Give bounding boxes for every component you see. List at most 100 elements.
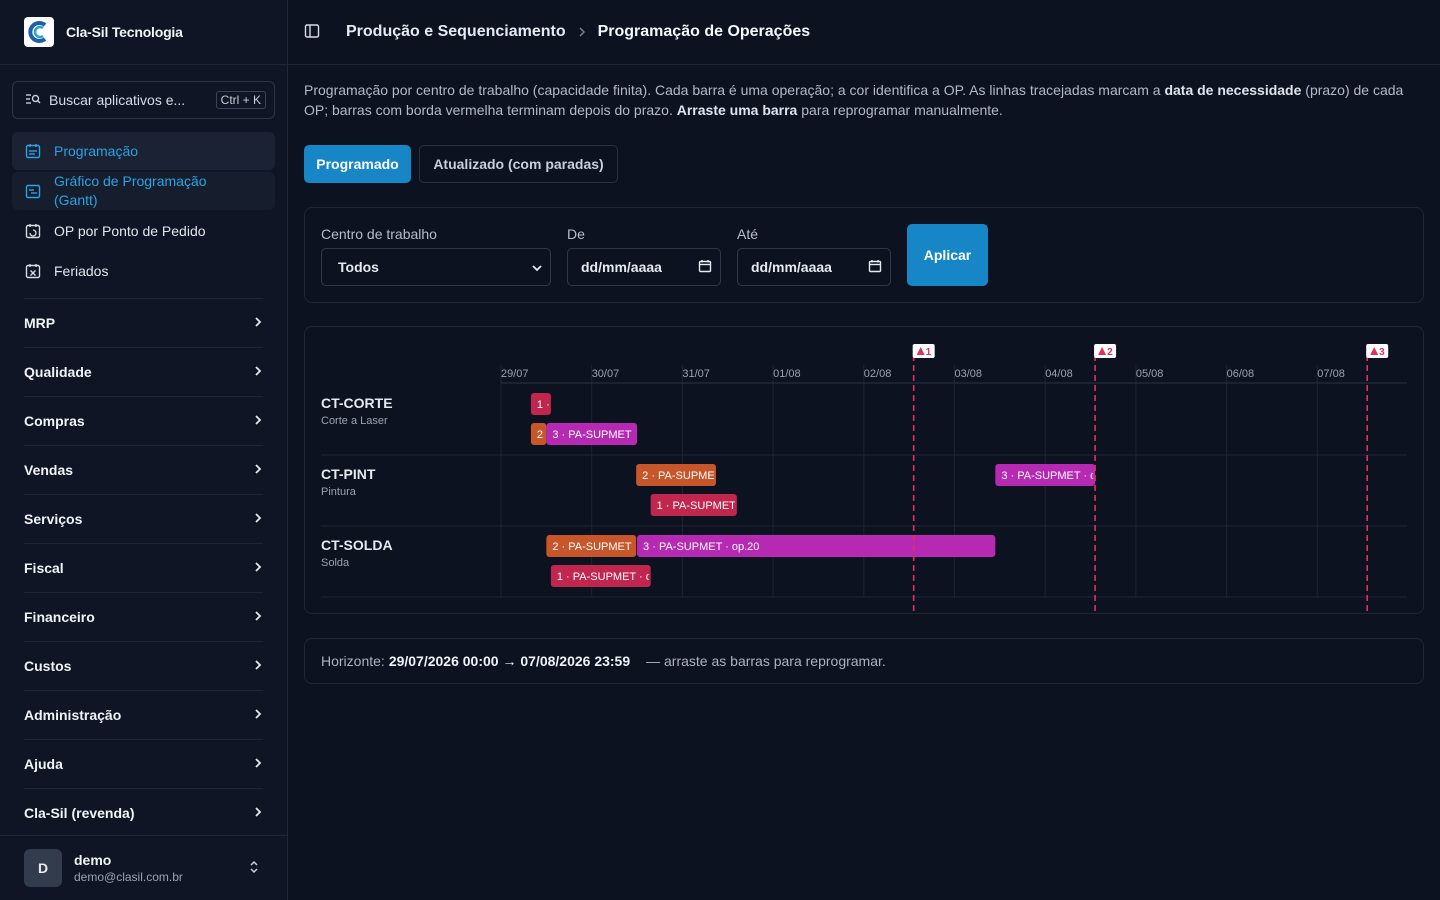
search-shortcut: Ctrl + K [215,91,266,109]
gantt-chart: CT-CORTE Corte a Laser CT-PINT Pintura C… [304,326,1424,614]
horizon-range: 29/07/2026 00:00 → 07/08/2026 23:59 [388,653,631,669]
page-description: Programação por centro de trabalho (capa… [304,80,1424,120]
brand[interactable]: Cla-Sil Tecnologia [0,0,287,65]
work-center-select[interactable]: Todos [321,248,551,286]
nav-item-label: Feriados [54,263,109,279]
nav-item-op-ponto-pedido[interactable]: OP por Ponto de Pedido [12,212,275,250]
calendar-icon[interactable] [868,259,882,276]
warning-triangle-icon [1098,347,1107,355]
section-fiscal[interactable]: Fiscal [24,543,263,591]
calendar-icon[interactable] [698,259,712,276]
section-ajuda[interactable]: Ajuda [24,739,263,787]
nav-item-label: OP por Ponto de Pedido [54,223,206,239]
breadcrumb-parent[interactable]: Produção e Sequenciamento [346,23,566,40]
date-tick-label: 04/08 [1045,368,1073,380]
section-label: Financeiro [24,608,95,625]
section-label: Ajuda [24,755,63,772]
section-label: Qualidade [24,363,92,380]
nav-item-gantt[interactable]: Gráfico de Programação (Gantt) [12,172,275,210]
calendar-list-icon [24,142,42,160]
breadcrumb: Produção e Sequenciamento Programação de… [320,23,810,41]
horizon-suffix: — arraste as barras para reprogramar. [646,653,886,669]
breadcrumb-current: Programação de Operações [597,23,811,40]
gantt-canvas: 29/07 30/07 31/07 01/08 02/08 03/08 04/08 05/08… [321,344,1407,611]
description-text: para reprogramar manualmente. [797,102,1003,118]
warning-triangle-icon [916,347,925,355]
operation-bar[interactable] [530,423,547,445]
operation-bar[interactable] [546,423,638,445]
deadline-marker [1366,344,1389,358]
from-date-label: De [567,226,585,242]
sidebar: Cla-Sil Tecnologia Buscar aplicativos e.… [0,0,288,900]
section-compras[interactable]: Compras [24,396,263,444]
search-input[interactable]: Buscar aplicativos e... Ctrl + K [12,81,275,119]
date-tick-label: 01/08 [773,368,801,380]
nav-item-label: Programação [54,143,139,159]
date-tick-label: 03/08 [955,368,983,380]
section-label: Vendas [24,461,74,478]
user-menu[interactable]: D demo demo@clasil.com.br [0,835,287,900]
chevron-right-icon [253,364,263,380]
operation-bar-label: 3 · PA-SUPMET · c [1001,470,1096,482]
topbar: Produção e Sequenciamento Programação de… [288,0,1440,65]
date-tick-label: 05/08 [1136,368,1164,380]
section-label: Cla-Sil (revenda) [24,804,135,821]
section-servicos[interactable]: Serviços [24,494,263,542]
to-date-value: dd/mm/aaaa [751,259,832,275]
horizon-prefix: Horizonte: [321,653,385,669]
operation-bar-label: 2 [537,429,543,441]
search-icon [25,91,41,110]
section-label: MRP [24,314,56,331]
to-date-input[interactable]: dd/mm/aaaa [737,248,891,286]
avatar: D [24,849,62,887]
filters-panel: Centro de trabalho Todos De dd/mm/aaaa A… [304,207,1424,303]
section-financeiro[interactable]: Financeiro [24,592,263,640]
nav-item-programacao[interactable]: Programação [12,132,275,170]
chevron-right-icon [253,707,263,723]
brand-logo-icon [24,17,54,47]
operation-bar-label: 3 · PA-SUPMET [552,429,632,441]
operation-bar[interactable] [550,565,651,587]
description-text: (prazo) de cada OP; barras com borda ver… [304,82,1404,118]
work-center-name: Corte a Laser [321,415,388,427]
section-vendas[interactable]: Vendas [24,445,263,493]
chevron-right-icon [253,756,263,772]
work-center-value: Todos [338,259,379,275]
section-custos[interactable]: Custos [24,641,263,689]
from-date-value: dd/mm/aaaa [581,259,662,275]
operation-bar[interactable] [636,464,716,486]
tab-programado[interactable]: Programado [304,145,411,183]
operation-bar[interactable] [637,535,996,557]
chevron-right-icon [578,24,586,40]
deadline-marker [912,344,935,358]
section-mrp[interactable]: MRP [24,298,263,346]
chevron-right-icon [253,462,263,478]
section-label: Fiscal [24,559,64,576]
tab-atualizado[interactable]: Atualizado (com paradas) [419,145,618,183]
operation-bar[interactable] [650,494,737,516]
deadline-label: 2 [1107,347,1113,358]
deadline-label: 1 [926,347,932,358]
user-name: demo [74,852,112,868]
operation-bar[interactable] [530,393,551,415]
description-text: Programação por centro de trabalho (capa… [304,82,1165,98]
sidebar-toggle-icon[interactable] [304,23,320,42]
operation-bar[interactable] [546,535,637,557]
date-tick-label: 30/07 [592,368,620,380]
nav-item-label: Gráfico de Programação (Gantt) [54,173,207,208]
brand-name: Cla-Sil Tecnologia [66,24,183,40]
work-center-name: Pintura [321,486,356,498]
user-email: demo@clasil.com.br [74,870,183,884]
operation-bar[interactable] [995,464,1096,486]
calendar-x-icon [24,262,42,280]
description-bold: Arraste uma barra [676,102,798,118]
work-center-code: CT-SOLDA [321,537,393,553]
section-administracao[interactable]: Administração [24,690,263,738]
nav-item-feriados[interactable]: Feriados [12,252,275,290]
operation-bar-label: 1 · PA-SUPMET · c [557,571,652,583]
from-date-input[interactable]: dd/mm/aaaa [567,248,721,286]
section-qualidade[interactable]: Qualidade [24,347,263,395]
chevron-right-icon [253,511,263,527]
section-cla-sil-revenda[interactable]: Cla-Sil (revenda) [24,788,263,836]
apply-button[interactable]: Aplicar [907,224,988,286]
